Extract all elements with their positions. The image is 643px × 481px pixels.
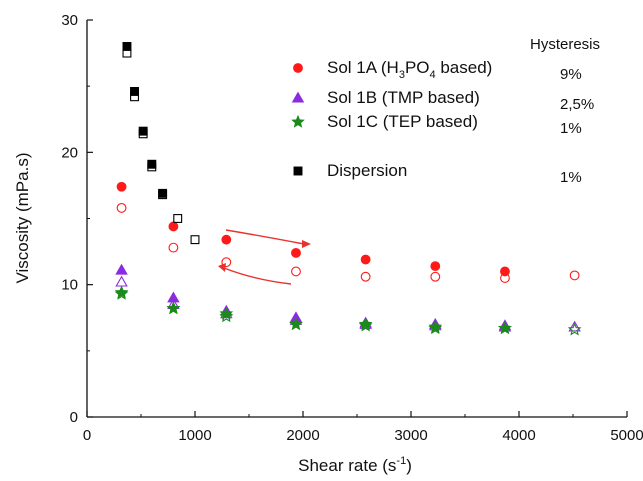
data-point-filled [430,261,441,272]
legend-label: Sol 1B (TMP based) [327,88,480,107]
legend-marker [293,63,303,73]
data-point-open [291,266,301,277]
data-point-filled [158,188,168,198]
data-point-open [116,202,127,213]
hysteresis-value: 1% [560,120,582,137]
series-3 [114,285,582,336]
data-point-open [567,322,582,336]
data-point-filled [428,319,443,333]
hysteresis-header: Hysteresis [530,36,600,53]
legend-label: Sol 1A (H3PO4 based) [327,58,492,81]
legend-marker [291,114,305,128]
legend-marker [293,166,303,176]
data-point-open [190,235,200,245]
data-point-filled [358,317,373,331]
x-axis-title: Shear rate (s-1) [298,455,412,475]
x-tick-label: 0 [83,427,91,444]
data-point-open [430,271,441,282]
data-point-filled [147,159,157,169]
data-point-open [569,270,580,281]
data-point-filled [138,126,148,136]
data-point-open [360,271,371,282]
plot-frame [86,20,627,418]
data-point-filled [360,254,371,265]
hysteresis-value: 9% [560,66,582,83]
y-axis-ticks: 0 10 20 30 [61,12,93,426]
data-point-filled [289,317,303,331]
data-point-filled [291,247,301,258]
y-tick-label: 0 [70,409,78,426]
data-point-filled [116,181,127,192]
hysteresis-value: 2,5% [560,96,594,113]
data-point-filled [221,234,232,245]
series-4 [122,42,200,245]
data-point-open [115,275,128,287]
data-point-open [173,214,183,223]
data-point-filled [114,285,129,299]
data-point-open [221,257,232,268]
data-point-open [219,309,234,323]
data-point-filled [168,221,179,232]
legend: Hysteresis Sol 1A (H3PO4 based) 9% Sol 1B (… [291,36,600,186]
data-point-filled [122,42,132,51]
y-tick-label: 30 [61,12,78,29]
y-tick-label: 10 [61,277,78,294]
x-tick-label: 4000 [502,427,535,444]
data-point-filled [115,263,128,275]
x-tick-label: 2000 [286,427,319,444]
data-point-open [568,320,581,332]
data-point-filled [130,87,139,96]
x-axis-ticks: 0 1000 2000 3000 4000 5000 [83,411,643,444]
legend-label: Sol 1C (TEP based) [327,112,478,131]
data-point-open [168,242,179,253]
data-point-filled [166,301,181,315]
data-point-filled [500,266,510,277]
data-point-filled [498,321,512,335]
x-tick-label: 3000 [394,427,427,444]
series-1 [116,181,580,283]
data-point-filled [167,291,180,303]
legend-label: Dispersion [327,161,407,180]
y-axis-title: Viscosity (mPa.s) [13,153,32,284]
x-tick-label: 5000 [610,427,643,444]
hysteresis-value: 1% [560,169,582,186]
data-points [114,42,582,336]
data-point-filled [219,306,234,320]
legend-marker [291,91,305,103]
series-2 [115,263,581,332]
x-tick-label: 1000 [178,427,211,444]
y-tick-label: 20 [61,144,78,161]
hysteresis-arrows [218,229,311,285]
